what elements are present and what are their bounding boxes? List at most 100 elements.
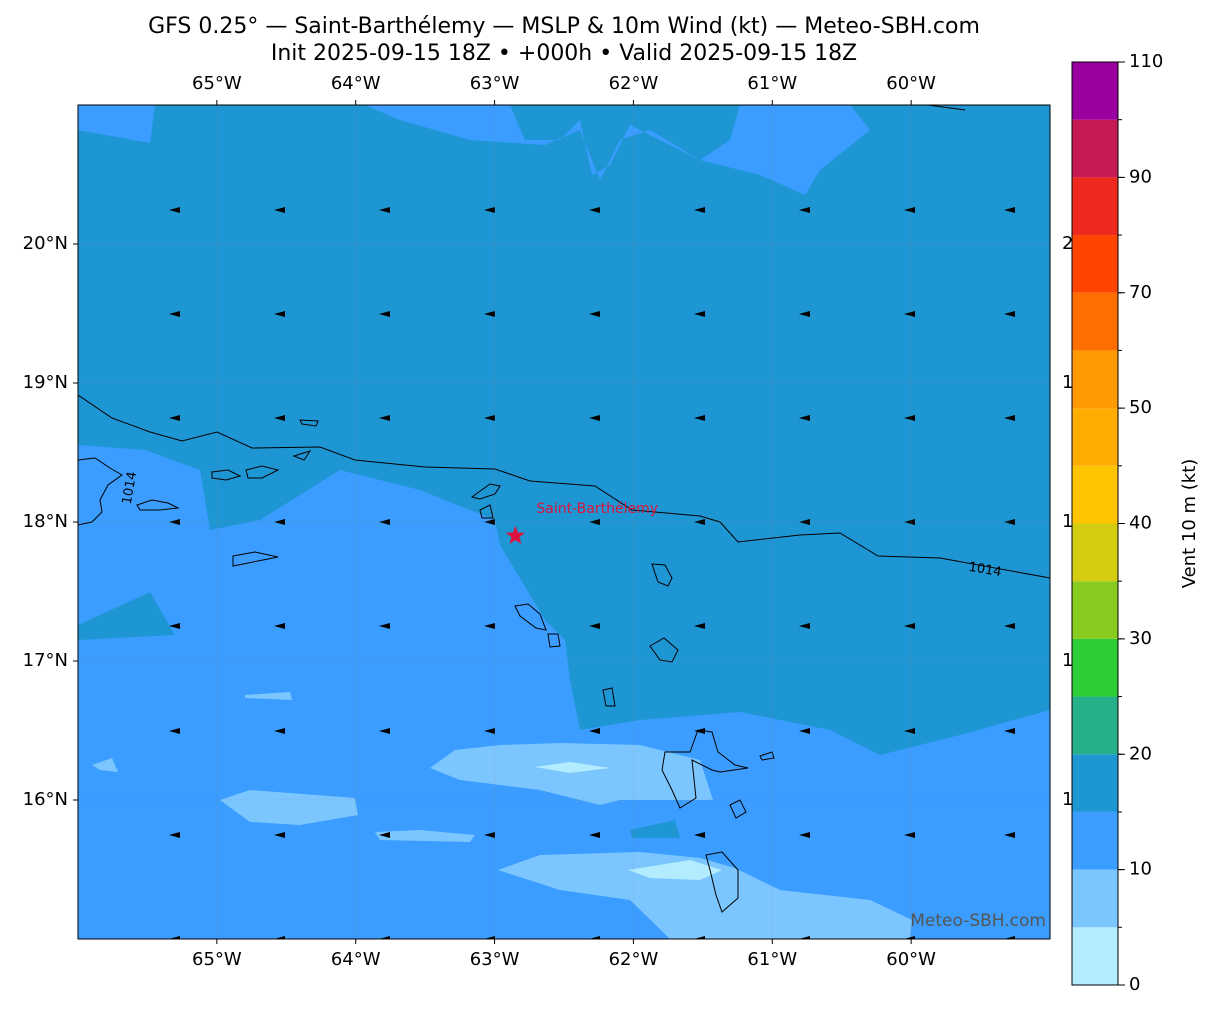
wind-arrow <box>169 936 180 939</box>
wind-arrow <box>484 832 495 838</box>
wind-arrow <box>484 311 495 317</box>
colorbar-band <box>1072 869 1118 928</box>
x-tick-label: 62°W <box>609 949 659 970</box>
y-tick-label: 20°N <box>23 233 68 254</box>
wind-arrow <box>274 519 285 525</box>
colorbar-tick-label: 10 <box>1129 859 1152 880</box>
wind-arrow <box>379 936 390 939</box>
coastline <box>136 499 180 511</box>
wind-arrow <box>484 519 495 525</box>
colorbar-tick-label: 20 <box>1129 743 1152 764</box>
wind-fill <box>78 105 155 143</box>
wind-arrow <box>1004 623 1015 629</box>
title-line: GFS 0.25° — Saint-Barthélemy — MSLP & 10… <box>148 14 980 39</box>
place-label: Saint-Barthélemy <box>536 501 658 517</box>
wind-fill <box>78 105 1050 755</box>
wind-arrow <box>274 623 285 629</box>
wind-arrow <box>379 623 390 629</box>
wind-fill <box>245 692 292 700</box>
coastline <box>514 603 547 631</box>
wind-fill <box>630 820 680 838</box>
wind-fill <box>535 762 610 773</box>
wind-arrow <box>484 936 495 939</box>
isobar-label: 1014 <box>120 470 141 505</box>
coastline <box>729 799 747 819</box>
wind-arrows <box>169 207 1015 939</box>
wind-fill <box>220 790 358 825</box>
wind-arrow <box>904 728 915 734</box>
wind-arrow <box>589 623 600 629</box>
colorbar-band <box>1072 465 1118 524</box>
coastline <box>211 469 242 481</box>
wind-arrow <box>799 207 810 213</box>
wind-arrow <box>694 415 705 421</box>
wind-arrow <box>379 519 390 525</box>
colorbar-band <box>1072 119 1118 178</box>
wind-arrow <box>904 415 915 421</box>
wind-arrow <box>169 415 180 421</box>
colorbar-band <box>1072 177 1118 236</box>
y-tick-label: 19°N <box>23 372 68 393</box>
wind-fill <box>365 105 870 195</box>
wind-arrow <box>274 415 285 421</box>
wind-arrow <box>274 936 285 939</box>
wind-arrow <box>589 728 600 734</box>
coastline <box>292 450 312 461</box>
wind-arrow <box>274 728 285 734</box>
x-tick-label: 64°W <box>331 949 381 970</box>
coastline <box>602 687 616 707</box>
x-tick-label: 62°W <box>609 73 659 94</box>
isobar <box>78 394 1050 579</box>
x-tick-label: 60°W <box>886 949 936 970</box>
wind-arrow <box>379 207 390 213</box>
wind-arrow <box>694 936 705 939</box>
title-line: Init 2025-09-15 18Z • +000h • Valid 2025… <box>271 41 857 66</box>
colorbar-band <box>1072 754 1118 812</box>
wind-arrow <box>379 728 390 734</box>
wind-arrow <box>274 832 285 838</box>
y-tick-label: 18°N <box>23 511 68 532</box>
colorbar-band <box>1072 350 1118 409</box>
wind-arrow <box>484 728 495 734</box>
wind-field <box>78 105 1050 939</box>
wind-arrow <box>799 519 810 525</box>
wind-arrow <box>694 311 705 317</box>
wind-arrow <box>904 311 915 317</box>
wind-arrow <box>904 623 915 629</box>
wind-arrow <box>169 519 180 525</box>
wind-fill <box>78 592 175 640</box>
wind-arrow <box>589 415 600 421</box>
place-marker <box>505 525 525 544</box>
wind-arrow <box>1004 415 1015 421</box>
coastline <box>479 504 494 519</box>
colorbar-band <box>1072 408 1118 466</box>
wind-arrow <box>169 311 180 317</box>
colorbar-band <box>1072 927 1118 985</box>
colorbar-tick-label: 110 <box>1129 51 1163 72</box>
wind-arrow <box>379 832 390 838</box>
colorbar-band <box>1072 811 1118 870</box>
isobar-label: 1014 <box>967 560 1002 581</box>
x-tick-label: 63°W <box>470 949 520 970</box>
coastline <box>927 105 966 111</box>
wind-arrow <box>694 207 705 213</box>
wind-arrow <box>484 623 495 629</box>
wind-arrow <box>904 936 915 939</box>
wind-arrow <box>904 832 915 838</box>
colorbar-tick-label: 90 <box>1129 166 1152 187</box>
watermark: Meteo-SBH.com <box>910 911 1046 931</box>
wind-arrow <box>1004 519 1015 525</box>
x-tick-label: 61°W <box>747 73 797 94</box>
wind-arrow <box>799 832 810 838</box>
colorbar-band <box>1072 523 1118 582</box>
coastline <box>651 563 673 587</box>
colorbar-tick-label: 50 <box>1129 397 1152 418</box>
wind-arrow <box>799 311 810 317</box>
coastline <box>299 419 319 427</box>
wind-arrow <box>589 936 600 939</box>
wind-arrow <box>589 519 600 525</box>
wind-arrow <box>379 311 390 317</box>
wind-arrow <box>1004 832 1015 838</box>
colorbar-tick-label: 40 <box>1129 513 1152 534</box>
wind-arrow <box>799 936 810 939</box>
